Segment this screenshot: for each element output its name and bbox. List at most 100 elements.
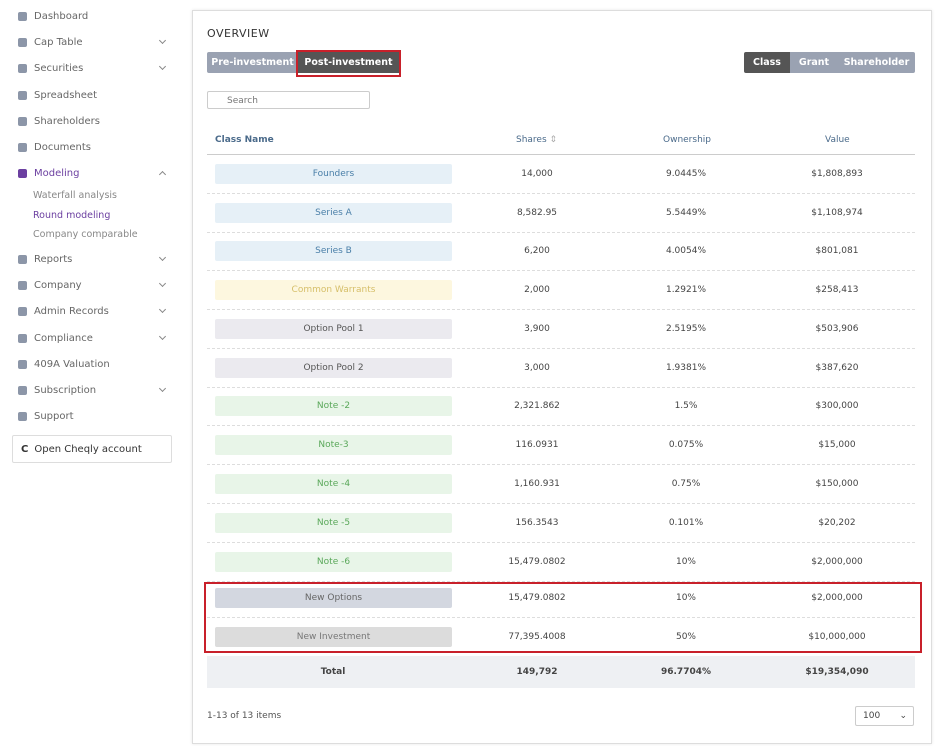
table-cell: 3,000 (524, 363, 550, 373)
search-input[interactable]: Search (207, 91, 370, 109)
class-pill: Founders (215, 164, 452, 184)
table-cell: $15,000 (818, 440, 856, 450)
column-header[interactable]: Shares ⇕ (516, 135, 558, 145)
sub-nav-item[interactable]: Round modeling (33, 210, 111, 221)
nav-item[interactable]: Modeling (18, 165, 80, 181)
grant-view[interactable]: Grant (790, 52, 838, 73)
overview-title: OVERVIEW (207, 27, 270, 40)
nav-item[interactable]: Securities (18, 60, 83, 76)
row-separator (207, 270, 915, 271)
table-cell: $258,413 (815, 285, 859, 295)
row-separator (207, 387, 915, 388)
chevron (158, 36, 167, 45)
page-size-select[interactable]: 100 ⌄ (855, 706, 914, 726)
column-header: Value (825, 135, 850, 145)
class-view[interactable]: Class (744, 52, 790, 73)
row-separator (207, 464, 915, 465)
row-separator (207, 503, 915, 504)
table-cell: 0.75% (671, 479, 701, 489)
nav-label: Subscription (34, 384, 97, 396)
table-cell: 14,000 (521, 169, 553, 179)
column-header[interactable]: Class Name (215, 135, 274, 145)
nav-icon (18, 168, 27, 178)
highlight-box (204, 582, 922, 653)
nav-item[interactable]: Subscription (18, 382, 96, 398)
total-cell: $19,354,090 (805, 667, 869, 677)
table-cell: 0.101% (668, 518, 704, 528)
pre-investment-tab[interactable]: Pre-investment (207, 52, 298, 73)
nav-item[interactable]: Support (18, 408, 74, 424)
class-pill: New Options (215, 588, 452, 608)
nav-icon (18, 63, 27, 73)
nav-item[interactable]: Company (18, 277, 82, 293)
total-cell: Total (320, 667, 346, 677)
nav-label: Company (34, 279, 82, 291)
table-cell: 3,900 (524, 324, 550, 334)
nav-icon (18, 142, 27, 152)
table-cell: $150,000 (815, 479, 859, 489)
nav-item[interactable]: 409A Valuation (18, 356, 110, 372)
table-cell: $20,202 (818, 518, 856, 528)
nav-label: Admin Records (34, 305, 109, 317)
nav-icon (18, 254, 27, 264)
nav-item[interactable]: Dashboard (18, 8, 88, 24)
nav-label: Modeling (34, 167, 80, 179)
row-separator (207, 193, 915, 194)
table-cell: 1.5% (674, 401, 698, 411)
class-pill: Series A (215, 203, 452, 223)
nav-item[interactable]: Documents (18, 139, 91, 155)
sub-nav-item[interactable]: Company comparable (33, 229, 138, 240)
table-cell: 156.3543 (515, 518, 559, 528)
nav-item[interactable]: Compliance (18, 330, 93, 346)
table-cell: 1,160.931 (514, 479, 560, 489)
table-cell: 10% (675, 593, 696, 603)
table-cell: $387,620 (815, 363, 859, 373)
shareholder-view[interactable]: Shareholder (838, 52, 915, 73)
row-separator (207, 542, 915, 543)
column-header: Ownership (663, 135, 711, 145)
nav-icon (18, 306, 27, 316)
table-cell: 6,200 (524, 246, 550, 256)
page-size: 100 (863, 711, 881, 721)
nav-item[interactable]: Shareholders (18, 113, 100, 129)
class-pill: Note-3 (215, 435, 452, 455)
nav-label: Compliance (34, 332, 93, 344)
total-cell: 149,792 (516, 667, 558, 677)
nav-icon (18, 385, 27, 395)
nav-item[interactable]: Cap Table (18, 34, 83, 50)
post-investment-tab[interactable]: Post-investment (298, 52, 399, 73)
chevron (158, 305, 167, 314)
nav-item[interactable]: Reports (18, 251, 72, 267)
header-text: Shares (516, 135, 547, 145)
row-separator (207, 425, 915, 426)
table-cell: $2,000,000 (811, 593, 863, 603)
class-pill: Option Pool 1 (215, 319, 452, 339)
class-pill: Option Pool 2 (215, 358, 452, 378)
sub-nav-item[interactable]: Waterfall analysis (33, 190, 118, 201)
table-cell: 116.0931 (515, 440, 559, 450)
nav-icon (18, 411, 27, 421)
class-pill: Note -5 (215, 513, 452, 533)
nav-icon (18, 90, 27, 100)
row-separator (207, 348, 915, 349)
nav-item[interactable]: Admin Records (18, 303, 109, 319)
table-cell: 5.5449% (665, 208, 707, 218)
row-separator (207, 581, 915, 582)
class-pill: Note -2 (215, 396, 452, 416)
class-pill: New Investment (215, 627, 452, 647)
table-cell: $10,000,000 (808, 632, 866, 642)
table-cell: 77,395.4008 (508, 632, 566, 642)
table-cell: 15,479.0802 (508, 557, 566, 567)
nav-label: Dashboard (34, 10, 89, 22)
button-label: Open Cheqly account (34, 443, 142, 455)
table-cell: 8,582.95 (516, 208, 558, 218)
nav-item[interactable]: Spreadsheet (18, 87, 97, 103)
row-separator (207, 232, 915, 233)
class-pill: Note -6 (215, 552, 452, 572)
table-cell: $503,906 (815, 324, 859, 334)
open-account-button[interactable]: C Open Cheqly account (12, 435, 172, 463)
overview-panel (192, 10, 932, 744)
nav-icon (18, 280, 27, 290)
